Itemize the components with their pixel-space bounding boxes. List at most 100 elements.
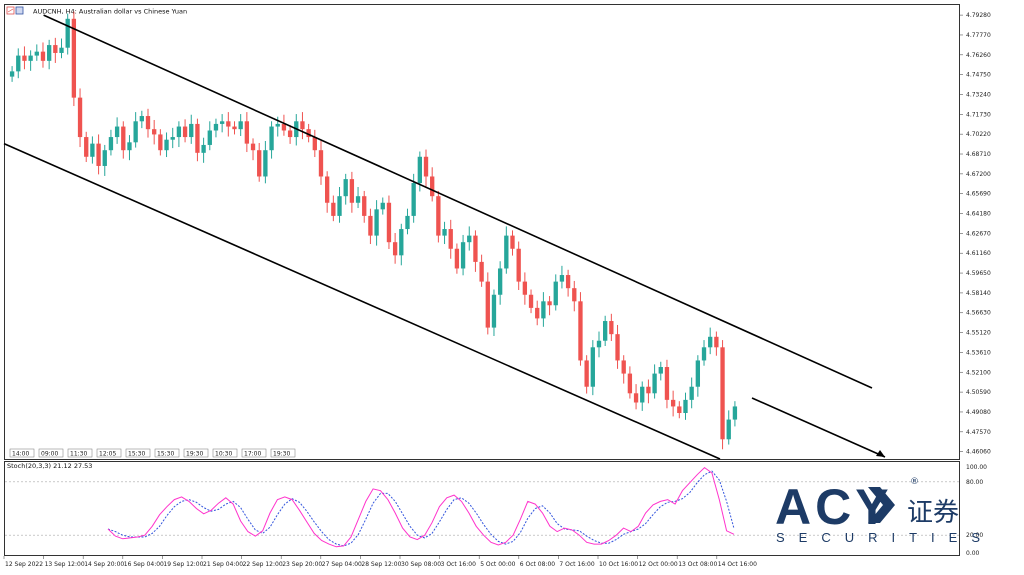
candle-body <box>226 121 231 127</box>
candle-body <box>53 45 58 53</box>
candle-body <box>726 419 731 440</box>
price-tick-label: 4.77770 <box>966 32 991 39</box>
chart-title: AUDCNH, H4: Australian dollar vs Chinese… <box>33 8 187 16</box>
candle-body <box>102 150 107 166</box>
session-label-box <box>9 448 35 458</box>
candle-body <box>368 215 373 236</box>
candle-body <box>423 156 429 177</box>
candle-body <box>609 321 614 335</box>
candle-body <box>22 55 27 61</box>
candle-body <box>158 134 163 151</box>
price-tick-label: 4.55120 <box>966 330 991 337</box>
candle-body <box>547 301 552 306</box>
candle-body <box>263 150 268 177</box>
stoch-tick-label: 0.00 <box>966 550 980 557</box>
candle-body <box>485 281 490 328</box>
price-tick-label: 4.56630 <box>966 310 991 317</box>
candle-body <box>114 126 120 138</box>
candle-body <box>516 248 521 282</box>
session-label: 10:30 <box>215 451 232 458</box>
candle-body <box>362 196 367 216</box>
candle-body <box>318 150 324 177</box>
candle-body <box>127 142 132 151</box>
candle-body <box>565 275 571 289</box>
session-label: 12:05 <box>99 451 116 458</box>
candle-body <box>640 386 645 403</box>
candle-body <box>176 126 182 138</box>
candle-body <box>133 121 138 143</box>
candle-body <box>244 121 250 144</box>
candle-body <box>325 176 330 203</box>
channel-lines[interactable] <box>3 14 886 460</box>
time-tick-label: 13 Sep 12:00 <box>45 561 85 568</box>
chart-header: AUDCNH, H4: Australian dollar vs Chinese… <box>6 6 187 16</box>
candle-body <box>275 123 280 127</box>
time-tick-label: 12 Oct 00:00 <box>639 561 678 568</box>
candle-body <box>522 281 528 295</box>
time-tick-label: 22 Sep 12:00 <box>243 561 283 568</box>
candle-body <box>615 334 620 361</box>
candle-body <box>219 121 225 124</box>
candle-body <box>491 294 497 328</box>
candle-body <box>269 126 274 151</box>
stoch-signal-line <box>107 470 735 547</box>
session-label: 09:00 <box>41 451 58 458</box>
candle-body <box>664 367 670 400</box>
time-tick-label: 3 Oct 16:00 <box>441 561 476 568</box>
candle-body <box>689 386 694 400</box>
price-tick-label: 4.79280 <box>966 12 991 19</box>
candle-body <box>535 307 540 319</box>
time-tick-label: 19 Sep 12:00 <box>163 561 203 568</box>
candle-body <box>448 229 453 249</box>
candle-body <box>670 399 676 407</box>
channel-line-upper[interactable] <box>43 14 873 389</box>
price-tick-label: 4.59650 <box>966 270 991 277</box>
candle-body <box>287 130 293 138</box>
brand-cn: 证券 <box>907 498 959 528</box>
session-label-box <box>241 448 267 458</box>
candle-body <box>65 18 70 48</box>
chart-type-icon-mark <box>7 8 14 13</box>
candle-body <box>454 248 460 269</box>
time-tick-label: 23 Sep 20:00 <box>282 561 322 568</box>
price-tick-label: 4.64180 <box>966 211 991 218</box>
candle-body <box>312 137 317 151</box>
session-label-box <box>67 448 93 458</box>
session-label-box <box>96 448 122 458</box>
candle-body <box>399 229 404 256</box>
session-label-box <box>183 448 209 458</box>
candle-body <box>603 321 608 341</box>
session-label: 17:00 <box>244 451 261 458</box>
candle-body <box>331 202 336 216</box>
price-tick-label: 4.76260 <box>966 52 991 59</box>
session-label: 19:30 <box>273 451 290 458</box>
projection-arrow[interactable] <box>751 397 886 458</box>
time-tick-label: 13 Oct 08:00 <box>678 561 717 568</box>
candle-body <box>90 143 95 157</box>
candle-body <box>504 235 509 269</box>
candle-body <box>121 126 126 151</box>
stoch-tick-label: 100.00 <box>966 464 987 471</box>
color-icon[interactable] <box>15 6 24 15</box>
candle-body <box>9 71 15 77</box>
brand-reg: ® <box>910 477 919 487</box>
time-tick-label: 16 Sep 04:00 <box>124 561 164 568</box>
candle-body <box>374 209 379 236</box>
candle-body <box>16 55 21 72</box>
candle-body <box>572 288 577 302</box>
channel-line-lower[interactable] <box>3 142 721 460</box>
candle-body <box>467 235 472 243</box>
time-tick-label: 6 Oct 08:00 <box>520 561 555 568</box>
candle-body <box>627 373 633 394</box>
time-tick-label: 30 Sep 08:00 <box>401 561 441 568</box>
time-tick-label: 7 Oct 16:00 <box>559 561 594 568</box>
candle-body <box>77 97 83 138</box>
candle-body <box>646 386 651 394</box>
candle-body <box>250 143 256 151</box>
candle-body <box>46 45 52 61</box>
price-tick-label: 4.58140 <box>966 290 991 297</box>
main-chart-frame <box>4 4 960 460</box>
candle-body <box>417 156 422 184</box>
candle-body <box>257 150 262 177</box>
